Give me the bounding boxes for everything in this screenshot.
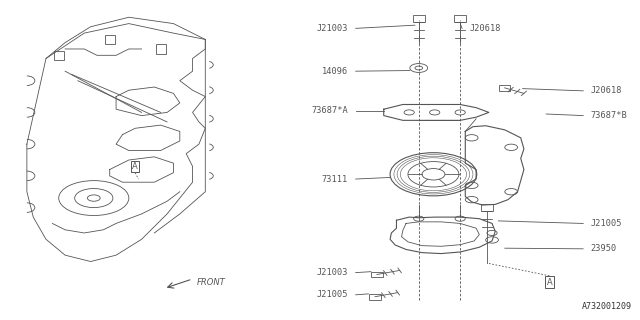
Text: 14096: 14096 xyxy=(322,67,348,76)
Text: A: A xyxy=(547,278,552,287)
Text: J21003: J21003 xyxy=(317,24,348,33)
Text: 73687*B: 73687*B xyxy=(591,111,628,120)
Bar xyxy=(371,272,383,277)
Text: J20618: J20618 xyxy=(470,24,501,33)
Bar xyxy=(156,44,166,54)
Bar xyxy=(454,15,466,22)
Bar xyxy=(413,15,424,22)
Text: J21003: J21003 xyxy=(317,268,348,277)
Text: A732001209: A732001209 xyxy=(582,302,632,311)
Bar xyxy=(499,85,510,91)
Text: A: A xyxy=(132,162,138,171)
Bar xyxy=(54,51,64,60)
Text: J21005: J21005 xyxy=(317,290,348,299)
Text: 23950: 23950 xyxy=(591,244,617,253)
Text: J20618: J20618 xyxy=(591,86,622,95)
Bar xyxy=(481,204,493,211)
Text: 73111: 73111 xyxy=(322,174,348,184)
Text: J21005: J21005 xyxy=(591,219,622,228)
Text: 73687*A: 73687*A xyxy=(311,106,348,115)
Text: FRONT: FRONT xyxy=(197,278,226,287)
Bar xyxy=(369,294,381,300)
Bar xyxy=(104,35,115,44)
